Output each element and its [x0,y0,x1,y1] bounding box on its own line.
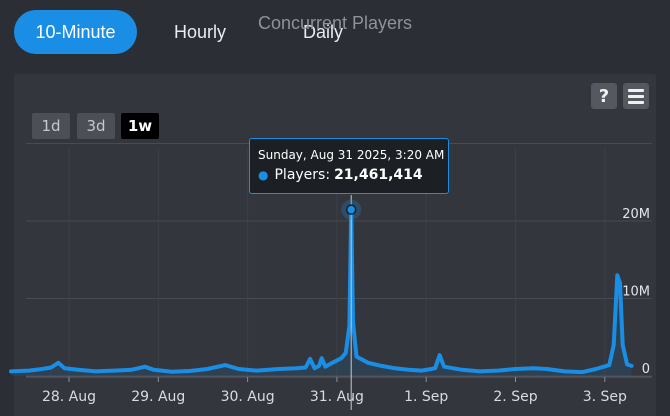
x-tick-label: 31. Aug [310,389,364,405]
y-tick-label: 0 [642,362,650,377]
series-area-fill [11,209,632,376]
range-1d-button[interactable]: 1d [32,113,70,139]
series-dot-icon: ● [258,168,269,182]
x-tick-label: 28. Aug [42,389,96,405]
range-1w-button[interactable]: 1w [121,113,159,139]
menu-bar [628,88,644,92]
tab-daily[interactable]: Daily [302,21,343,42]
y-tick-label: 20M [622,207,650,222]
hamburger-menu-icon[interactable] [623,83,649,109]
hover-point [345,204,357,215]
question-mark-icon: ? [598,85,610,107]
y-axis: 0 10M 20M [622,207,650,377]
x-tick-label: 2. Sep [493,389,537,405]
chart-title: Concurrent Players [0,13,670,34]
x-tick-label: 1. Sep [404,389,448,405]
range-3d-button[interactable]: 3d [77,113,115,139]
tooltip-value: 21,461,414 [334,167,423,183]
tooltip-row: ● Players: 21,461,414 [258,167,448,183]
help-button[interactable]: ? [591,83,617,109]
chart-tooltip: Sunday, Aug 31 2025, 3:20 AM ● Players: … [249,138,449,194]
tab-10-minute[interactable]: 10-Minute [14,10,137,54]
series-line [9,207,634,375]
tooltip-date: Sunday, Aug 31 2025, 3:20 AM [258,148,445,162]
tooltip-series-label: Players: [274,167,331,183]
x-tick-label: 3. Sep [583,389,627,405]
menu-bar [628,94,644,98]
menu-bar [628,100,644,104]
grid-lines [26,143,652,377]
x-tick-label: 29. Aug [131,389,185,405]
series-area [9,207,634,376]
x-tick-label: 30. Aug [221,389,275,405]
y-tick-label: 10M [622,285,650,300]
x-axis: 28. Aug 29. Aug 30. Aug 31. Aug 1. Sep 2. Sep… [26,376,652,405]
tab-hourly[interactable]: Hourly [173,21,226,42]
hover-marker [341,195,362,410]
interval-tabs: 10-Minute Hourly Daily [0,0,670,64]
chart-title-text: Concurrent Players [257,13,413,33]
